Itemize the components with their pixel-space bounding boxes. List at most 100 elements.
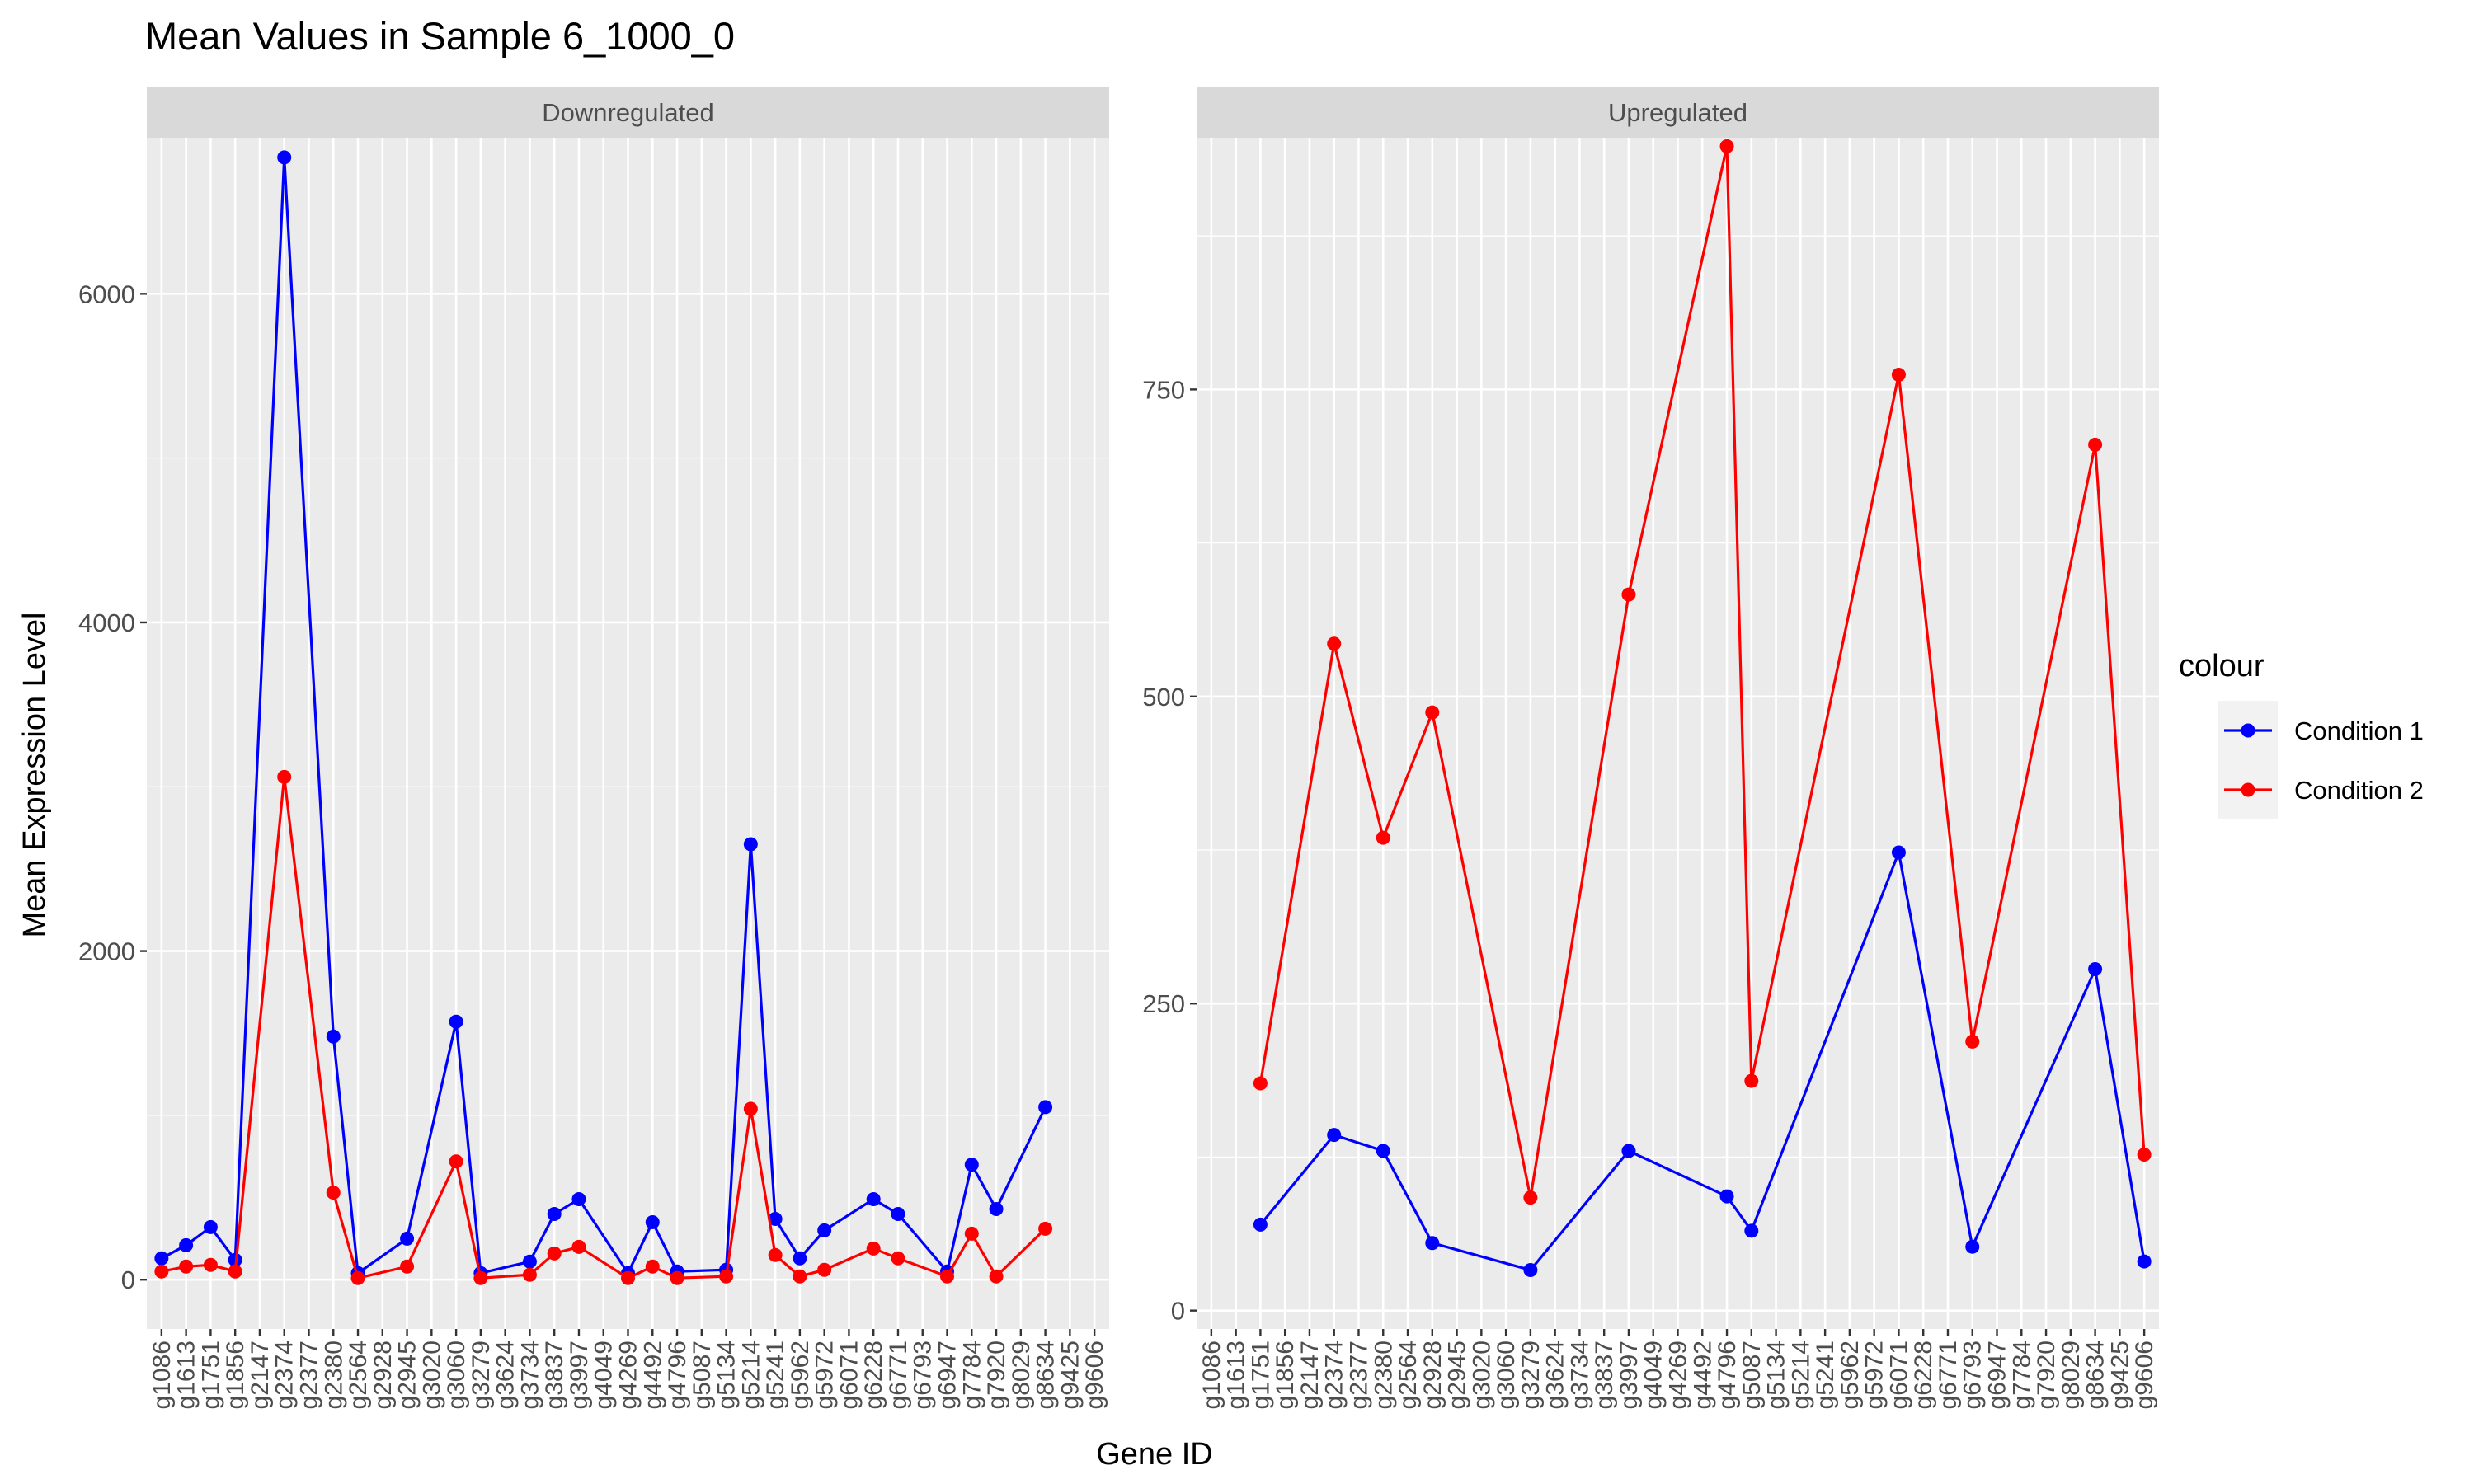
x-tick-label: g4049 [1640, 1341, 1667, 1409]
data-point [1523, 1262, 1538, 1277]
panel-downregulated: Downregulated 0 2000 4000 6000 g1086g1613g175… [78, 87, 1109, 1409]
data-point [989, 1269, 1004, 1284]
legend-label: Condition 1 [2294, 716, 2424, 745]
data-point [817, 1262, 832, 1277]
x-tick-label: g6771 [1935, 1341, 1962, 1409]
data-point [179, 1259, 194, 1274]
y-tick-label: 0 [121, 1266, 135, 1294]
x-tick-label: g9425 [1056, 1341, 1084, 1409]
data-point [2088, 962, 2103, 977]
legend-key-point [2241, 782, 2255, 797]
data-point [571, 1239, 586, 1254]
legend-keys: Condition 1 Condition 2 [2218, 701, 2424, 819]
x-tick-label: g2564 [345, 1341, 372, 1409]
x-tick-label: g3624 [1542, 1341, 1569, 1409]
data-point [473, 1270, 488, 1285]
data-point [670, 1270, 684, 1285]
x-tick-label: g1613 [1223, 1341, 1250, 1409]
data-point [522, 1254, 537, 1269]
data-point [989, 1202, 1004, 1217]
data-point [645, 1259, 660, 1274]
x-tick-label: g1613 [173, 1341, 200, 1409]
x-tick-label: g6947 [1984, 1341, 2011, 1409]
y-tick-label: 250 [1142, 989, 1185, 1018]
x-tick-label: g1751 [197, 1341, 224, 1409]
x-tick-label: g9606 [2131, 1341, 2158, 1409]
x-tick-label: g2945 [394, 1341, 421, 1409]
data-point [2088, 437, 2103, 452]
data-point [1891, 368, 1906, 383]
data-point [1253, 1076, 1268, 1091]
x-tick-label: g7784 [2008, 1341, 2035, 1409]
data-point [621, 1270, 635, 1285]
data-point [768, 1247, 783, 1262]
data-point [1425, 1236, 1440, 1251]
x-tick-label: g2380 [320, 1341, 347, 1409]
x-tick-label: g2377 [1345, 1341, 1372, 1409]
x-tick-label: g3837 [541, 1341, 568, 1409]
x-tick-label: g1751 [1247, 1341, 1274, 1409]
data-point [228, 1264, 242, 1279]
data-point [1744, 1073, 1759, 1088]
data-point [719, 1269, 734, 1284]
x-tick-label: g2374 [1321, 1341, 1348, 1409]
data-point [1523, 1190, 1538, 1205]
x-tick-label: g7784 [958, 1341, 985, 1409]
x-tick-label: g3060 [443, 1341, 470, 1409]
data-point [277, 150, 292, 165]
x-tick-label: g3997 [1616, 1341, 1643, 1409]
data-point [2137, 1147, 2152, 1162]
x-tick-label: g3624 [492, 1341, 520, 1409]
data-point [1038, 1221, 1053, 1236]
data-point [1253, 1217, 1268, 1232]
x-tick-label: g1086 [1198, 1341, 1225, 1409]
data-point [1376, 830, 1390, 845]
x-tick-label: g8634 [2082, 1341, 2109, 1409]
data-point [449, 1154, 463, 1169]
x-tick-label: g6071 [835, 1341, 863, 1409]
x-tick-label: g2928 [369, 1341, 397, 1409]
x-tick-label: g3279 [468, 1341, 495, 1409]
data-point [743, 1101, 758, 1116]
chart-title: Mean Values in Sample 6_1000_0 [145, 14, 735, 58]
facet-panels: Downregulated0200040006000g1086g1613g175… [78, 87, 2159, 1409]
data-point [326, 1029, 341, 1044]
data-point [891, 1251, 905, 1266]
x-tick-label: g3020 [1468, 1341, 1495, 1409]
x-tick-label: g5241 [762, 1341, 789, 1409]
facet-strip [1197, 87, 2159, 138]
data-point [1719, 139, 1734, 153]
x-tick-label: g5962 [787, 1341, 814, 1409]
data-point [2137, 1254, 2152, 1269]
x-tick-label: g4796 [664, 1341, 691, 1409]
x-tick-label: g8029 [1008, 1341, 1035, 1409]
x-tick-label: g3734 [1566, 1341, 1593, 1409]
x-tick-label: g6947 [934, 1341, 962, 1409]
data-point [768, 1211, 783, 1226]
x-tick-label: g6071 [1885, 1341, 1912, 1409]
x-tick-label: g4796 [1714, 1341, 1741, 1409]
data-point [964, 1226, 979, 1241]
x-tick-label: g9606 [1081, 1341, 1108, 1409]
y-axis-label: Mean Expression Level [17, 613, 52, 938]
x-tick-label: g5214 [737, 1341, 764, 1409]
x-tick-label: g5087 [689, 1341, 716, 1409]
data-point [866, 1241, 881, 1256]
series-line-condition-1 [1259, 848, 2146, 1272]
x-tick-label: g2564 [1395, 1341, 1422, 1409]
x-tick-label: g2380 [1370, 1341, 1397, 1409]
facet-strip-label: Upregulated [1608, 98, 1747, 127]
x-tick-label: g2374 [271, 1341, 299, 1409]
x-tick-label: g5241 [1812, 1341, 1839, 1409]
data-point [1621, 587, 1636, 602]
data-point [793, 1251, 807, 1266]
x-tick-label: g1086 [148, 1341, 176, 1409]
x-tick-label: g7920 [2033, 1341, 2060, 1409]
data-point [277, 769, 292, 784]
x-tick-label: g2945 [1444, 1341, 1471, 1409]
x-tick-label: g4492 [1689, 1341, 1716, 1409]
legend: colour Condition 1 Condition 2 [2179, 649, 2424, 819]
data-point [793, 1269, 807, 1284]
data-point [1719, 1189, 1734, 1204]
x-tick-label: g8029 [2058, 1341, 2085, 1409]
